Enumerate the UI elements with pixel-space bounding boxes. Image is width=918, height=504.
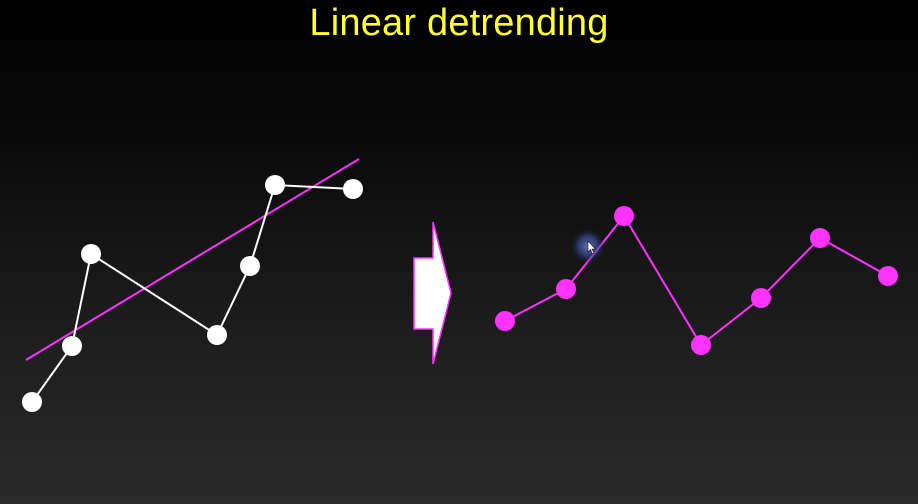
original-point [240,256,260,276]
detrended-series-panel [495,206,898,355]
detrended-point [556,279,576,299]
detrended-point [691,335,711,355]
slide-title: Linear detrending [309,2,609,44]
original-point [265,175,285,195]
right-arrow-icon [413,221,452,365]
original-point [22,392,42,412]
detrended-point [751,288,771,308]
trend-line [25,158,360,361]
original-series-line [31,183,354,403]
detrended-point [495,311,515,331]
original-series-panel [22,158,363,412]
mouse-pointer-icon [571,229,605,263]
detrended-point [878,266,898,286]
original-point [207,325,227,345]
original-point [81,244,101,264]
detrended-point [810,228,830,248]
original-point [62,336,82,356]
detrended-point [614,206,634,226]
original-point [343,179,363,199]
